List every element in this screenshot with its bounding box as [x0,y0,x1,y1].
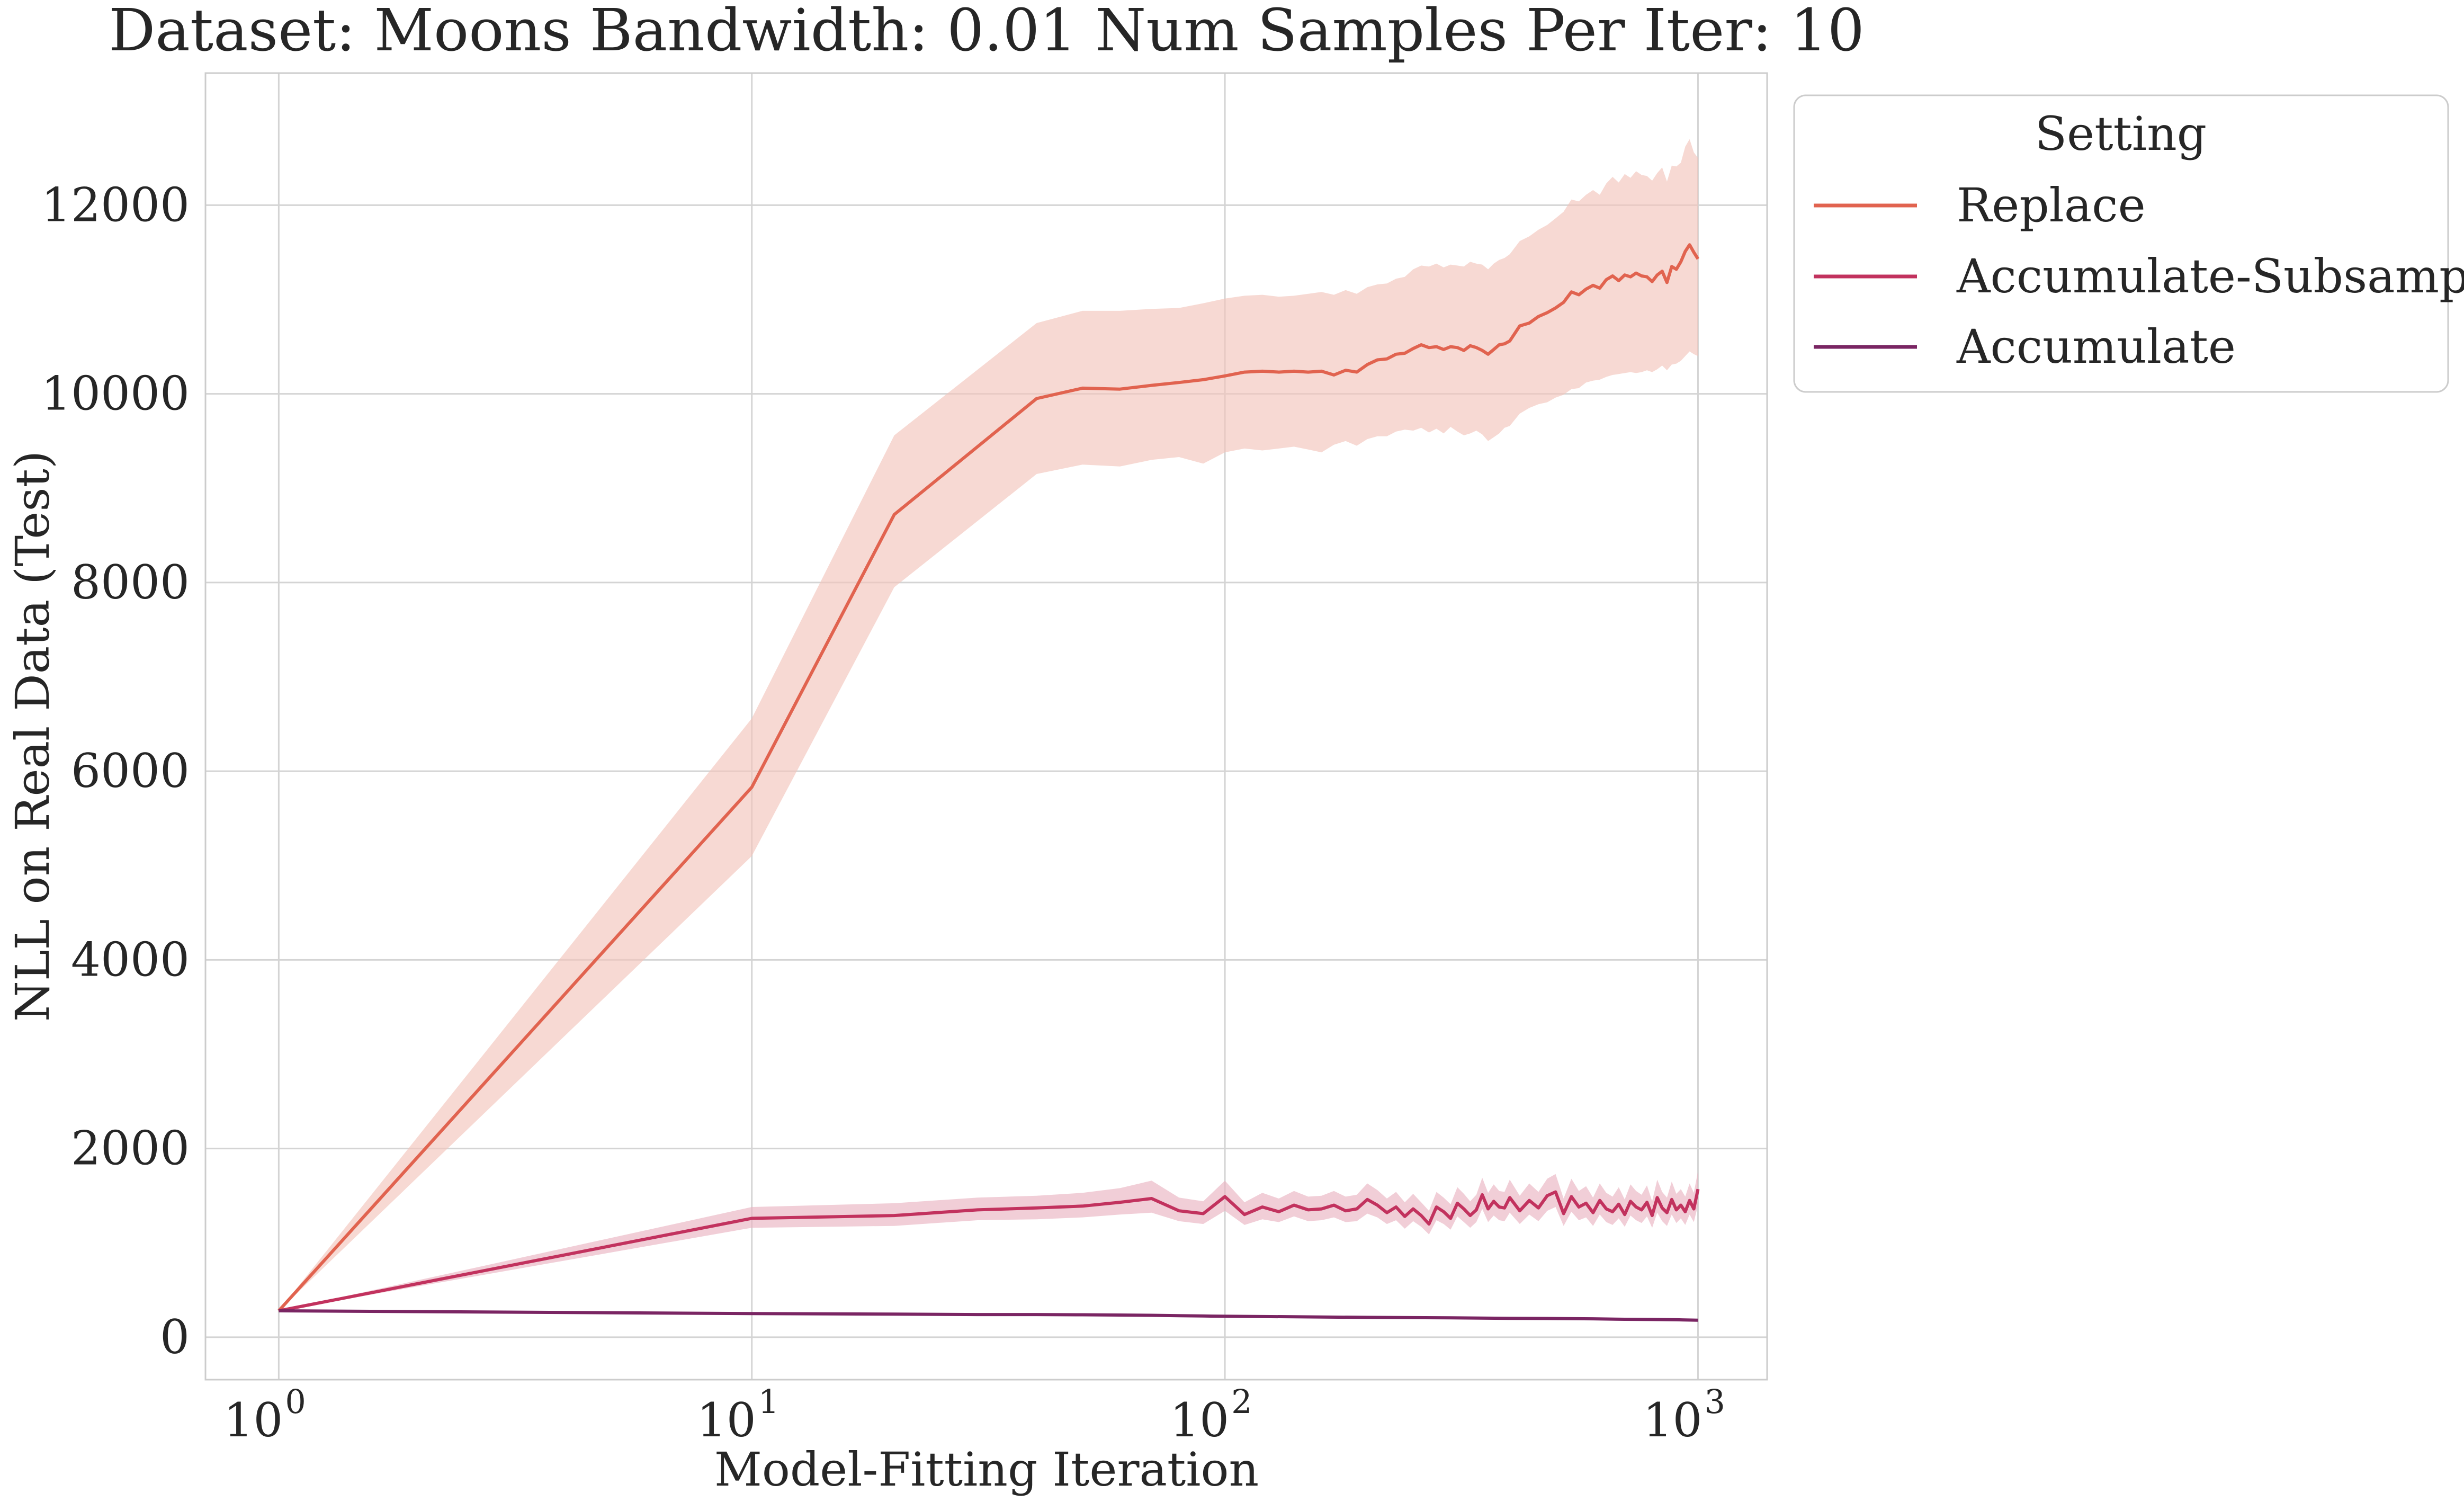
band-replace [279,139,1698,1311]
x-tick-label: 10 1 [697,1382,779,1447]
y-tick-label: 8000 [71,555,190,610]
legend-label-accumulate-subsample: Accumulate-Subsample [1956,249,2464,303]
series-line-accumulate-subsample [278,1188,1700,1312]
x-tick-base: 10 [223,1393,283,1447]
x-tick-exponent: 3 [1704,1382,1725,1421]
legend: Setting Replace Accumulate-Subsample Acc… [1793,94,2464,393]
x-tick-exponent: 1 [758,1382,779,1421]
x-tick-exponent: 2 [1231,1382,1252,1421]
band-accumulate-subsample [279,1171,1698,1311]
x-tick-base: 10 [1170,1393,1229,1447]
x-tick-label: 10 3 [1643,1382,1725,1447]
y-tick-label: 10000 [41,366,190,421]
legend-frame [1793,94,2449,393]
chart-title: Dataset: Moons Bandwidth: 0.01 Num Sampl… [109,0,1865,64]
y-tick-label: 4000 [71,932,190,987]
series-line-replace [277,243,1700,1312]
x-tick-base: 10 [697,1393,756,1447]
y-tick-label: 6000 [71,744,190,798]
y-tick-label: 0 [160,1310,190,1364]
series-line-accumulate [279,1309,1698,1322]
grid [205,73,1767,1380]
series-lines [277,243,1700,1322]
plot-frame [204,72,1768,1381]
y-axis-label: NLL on Real Data (Test) [5,451,60,1022]
x-tick-exponent: 0 [285,1382,306,1421]
x-tick-base: 10 [1643,1393,1702,1447]
x-tick-label: 10 0 [223,1382,306,1447]
y-tick-label: 12000 [41,177,190,232]
legend-label-replace: Replace [1957,178,2146,233]
y-tick-label: 2000 [71,1121,190,1176]
x-tick-label: 10 2 [1170,1382,1252,1447]
legend-title: Setting [2035,106,2207,161]
legend-label-accumulate: Accumulate [1956,319,2236,374]
x-axis-label: Model-Fitting Iteration [714,1442,1259,1497]
